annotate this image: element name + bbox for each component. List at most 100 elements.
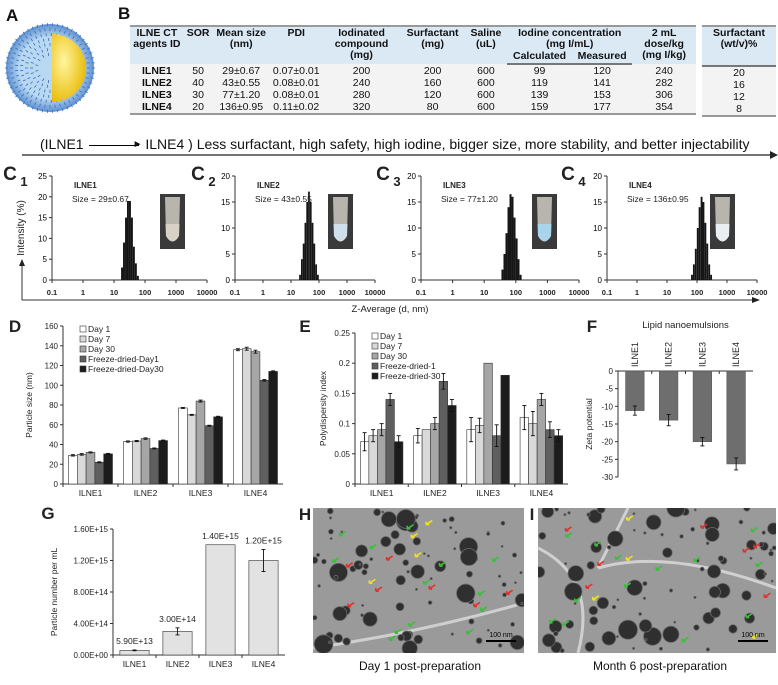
nanoparticle xyxy=(361,569,368,576)
panel-label-c4-sub: 4 xyxy=(578,174,586,189)
nanoparticle xyxy=(538,531,547,540)
surfactant-chain xyxy=(7,52,11,55)
x-tick-label: 10 xyxy=(480,288,488,297)
y-tick-label: -10 xyxy=(601,402,613,411)
histogram-bar xyxy=(134,263,137,280)
histogram-bar xyxy=(706,243,709,280)
surfactant-chain xyxy=(18,43,21,46)
nanoparticle xyxy=(454,530,458,535)
y-tick-label: 8.00E+14 xyxy=(74,588,109,597)
surfactant-chain xyxy=(84,42,88,46)
y-tick-label: 1.60E+15 xyxy=(74,525,109,534)
surfactant-chain xyxy=(70,28,73,32)
x-tick-label: 100 xyxy=(139,288,152,297)
bar xyxy=(726,370,746,465)
pointer-arrow-icon xyxy=(591,595,600,601)
nanoparticle xyxy=(328,528,334,535)
surfactant-chain xyxy=(35,70,39,72)
table-cell: 354 xyxy=(632,101,696,114)
nanoparticle xyxy=(565,619,575,629)
surfactant-chain xyxy=(32,76,36,80)
x-tick-label: 10000 xyxy=(569,288,590,297)
surfactant-chain xyxy=(6,57,10,59)
panel-label-a: A xyxy=(6,6,19,25)
y-tick-label: 20 xyxy=(221,172,230,181)
y-tick-label: 0.1 xyxy=(339,420,351,429)
bar xyxy=(553,435,563,485)
panel-label-c2-sub: 2 xyxy=(208,174,215,189)
surfactant-chain xyxy=(61,108,64,112)
histogram-bar xyxy=(691,274,693,280)
size-annotation: Size = 77±1.20 xyxy=(441,194,498,204)
category-label: ILNE1 xyxy=(79,488,103,498)
nanoparticle xyxy=(456,583,476,603)
nanoparticle xyxy=(342,637,351,646)
histogram-title: ILNE1 xyxy=(74,181,97,190)
surfactant-chain xyxy=(38,45,41,49)
legend-label: Day 7 xyxy=(88,334,110,344)
panel-label-f: F xyxy=(587,317,597,336)
surfactant-chain xyxy=(34,30,37,34)
nanoparticle xyxy=(617,619,638,640)
nanoparticle xyxy=(413,634,424,645)
nanoparticle xyxy=(362,563,369,570)
pointer-arrow-icon xyxy=(408,621,416,627)
x-axis-label-z-average: Z-Average (d, nm) xyxy=(352,304,429,315)
legend-label: Freeze-dried-Day1 xyxy=(88,354,159,364)
surfactant-chain xyxy=(79,90,82,93)
legend-label: Freeze-dried-1 xyxy=(380,361,436,371)
nanoparticle xyxy=(564,562,568,566)
col-header-surfactant-pct: Surfactant (wt/v)% xyxy=(702,26,776,67)
nanoparticle xyxy=(500,520,506,526)
y-tick-label: 15 xyxy=(38,214,47,223)
y-tick-label: 60 xyxy=(49,421,58,430)
category-label: ILNE2 xyxy=(423,488,447,498)
category-label: ILNE2 xyxy=(664,342,674,367)
surfactant-chain xyxy=(42,38,45,42)
chart-title: Lipid nanoemulsions xyxy=(642,320,729,331)
histogram-title: ILNE4 xyxy=(629,181,652,190)
nanoparticle xyxy=(520,602,524,606)
surfactant-chain xyxy=(90,77,94,79)
y-tick-label: 20 xyxy=(49,460,58,469)
table-cell: 0.07±0.01 xyxy=(269,64,323,77)
pointer-arrow-icon xyxy=(438,561,446,567)
histogram-bar xyxy=(511,196,514,280)
col-header-size: Mean size (nm) xyxy=(212,26,270,64)
y-tick-label: 4.00E+14 xyxy=(74,620,109,629)
x-tick-label: 1 xyxy=(261,288,265,297)
bar xyxy=(204,425,214,485)
category-label: ILNE3 xyxy=(189,488,213,498)
table-cell: 29±0.67 xyxy=(212,64,270,77)
pointer-arrow-icon xyxy=(548,618,556,624)
col-header-measured: Measured xyxy=(571,50,633,65)
nanoparticle xyxy=(638,619,653,633)
nanoparticle xyxy=(589,616,599,626)
arrow-head-icon xyxy=(770,151,778,159)
nanoparticle xyxy=(510,621,515,627)
nanoparticle xyxy=(584,641,596,652)
surfactant-chain xyxy=(34,48,37,52)
y-tick-label: 5 xyxy=(43,255,48,264)
nanoparticle xyxy=(396,509,416,529)
vial-liquid xyxy=(537,224,552,242)
y-tick-label: -15 xyxy=(601,420,613,429)
table-cell: 20 xyxy=(702,66,776,79)
surfactant-chain xyxy=(56,23,59,27)
x-tick-label: 1000 xyxy=(539,288,556,297)
panel-label-e: E xyxy=(299,317,310,336)
pointer-arrow-icon xyxy=(763,592,771,599)
nanoparticle xyxy=(393,542,406,556)
nanoparticle xyxy=(761,530,766,535)
surfactant-chain xyxy=(42,94,45,98)
surfactant-chain xyxy=(63,102,66,106)
table-cell: 30 xyxy=(183,89,213,101)
surfactant-chain xyxy=(34,84,37,88)
bar xyxy=(259,380,269,485)
y-tick-label: 160 xyxy=(45,322,59,331)
table-row: ILNE1 50 29±0.67 0.07±0.01 200 200 600 99 120 240 xyxy=(130,64,696,77)
pointer-arrow-icon xyxy=(750,526,758,533)
nanoparticle xyxy=(770,579,774,583)
caption-h: Day 1 post-preparation xyxy=(358,659,482,673)
nanoparticle xyxy=(427,600,433,605)
